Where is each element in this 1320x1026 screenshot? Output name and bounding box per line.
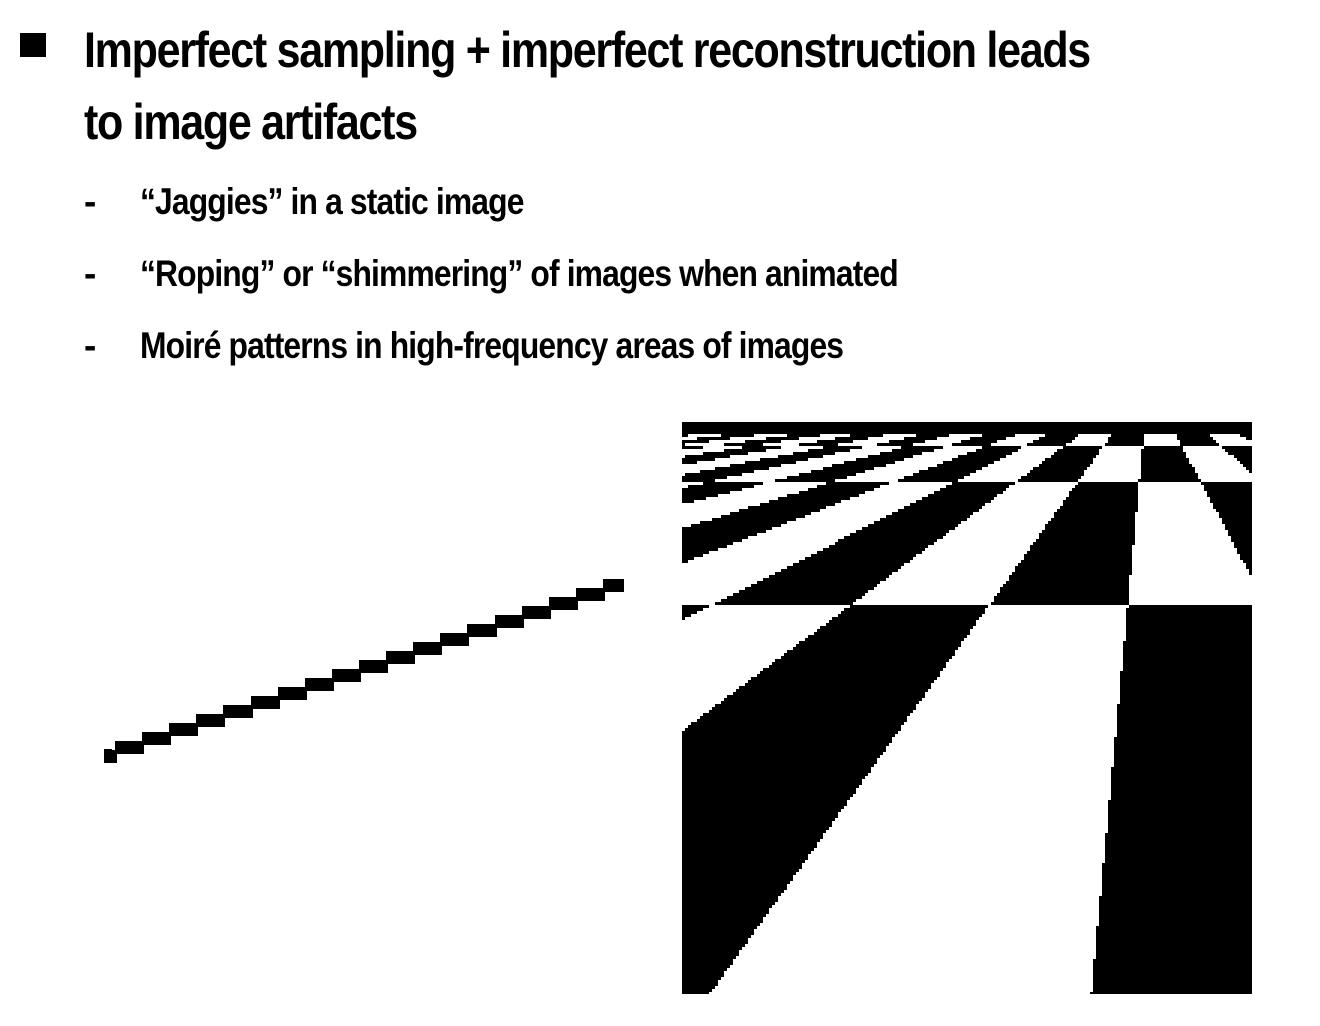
jaggies-line-figure [104,579,624,763]
sub-bullet-jaggies: - “Jaggies” in a static image [84,176,1234,248]
square-bullet-icon [20,33,46,57]
dash-bullet-icon: - [84,181,97,222]
main-bullet-text: Imperfect sampling + imperfect reconstru… [84,22,1091,150]
sub-bullet-text: “Roping” or “shimmering” of images when … [140,253,899,294]
sub-bullet-roping: - “Roping” or “shimmering” of images whe… [84,248,1234,320]
moire-checkerboard-figure [682,422,1252,994]
sub-bullet-moire: - Moiré patterns in high-frequency areas… [84,320,1234,392]
sub-bullet-list: - “Jaggies” in a static image - “Roping”… [84,176,1234,392]
dash-bullet-icon: - [84,325,97,366]
sub-bullet-text: Moiré patterns in high-frequency areas o… [140,325,844,366]
sub-bullet-text: “Jaggies” in a static image [140,181,524,222]
dash-bullet-icon: - [84,253,97,294]
